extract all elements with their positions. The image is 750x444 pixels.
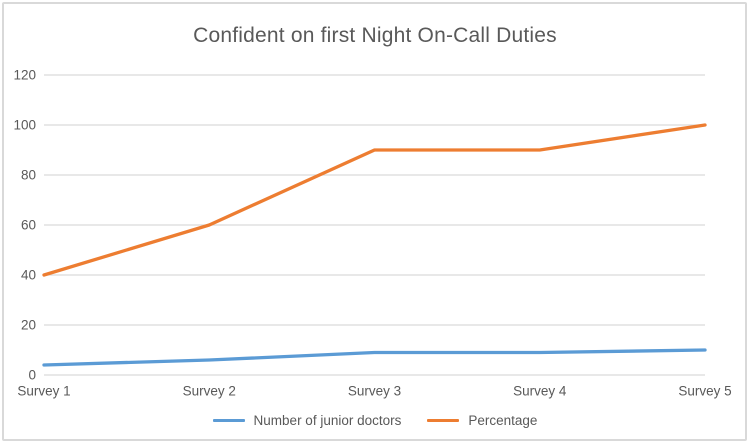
chart-legend: Number of junior doctors Percentage <box>0 413 750 428</box>
legend-item-number-of-junior-doctors: Number of junior doctors <box>212 413 402 428</box>
legend-label-number-of-junior-doctors: Number of junior doctors <box>253 413 402 428</box>
x-tick-label-4: Survey 4 <box>513 384 567 399</box>
x-tick-label-2: Survey 2 <box>183 384 236 399</box>
x-tick-label-5: Survey 5 <box>678 384 731 399</box>
y-tick-label-80: 80 <box>21 168 36 183</box>
y-tick-label-0: 0 <box>28 368 36 383</box>
chart-title: Confident on first Night On-Call Duties <box>193 24 557 47</box>
line-chart-plot-area: 0 20 40 60 80 100 120 Survey 1 Survey 2 Survey 3 S… <box>13 68 731 399</box>
x-tick-label-1: Survey 1 <box>17 384 70 399</box>
series-line-0 <box>42 348 707 367</box>
y-tick-label-60: 60 <box>21 218 36 233</box>
legend-line-swatch-blue <box>212 419 245 422</box>
series-line-1 <box>42 123 707 277</box>
y-tick-label-20: 20 <box>21 318 36 333</box>
legend-line-swatch-orange <box>427 419 460 422</box>
legend-item-percentage: Percentage <box>427 413 537 428</box>
x-tick-label-3: Survey 3 <box>348 384 401 399</box>
legend-label-percentage: Percentage <box>468 413 538 428</box>
y-tick-label-120: 120 <box>13 68 36 83</box>
y-tick-label-100: 100 <box>13 118 36 133</box>
y-tick-label-40: 40 <box>21 268 36 283</box>
